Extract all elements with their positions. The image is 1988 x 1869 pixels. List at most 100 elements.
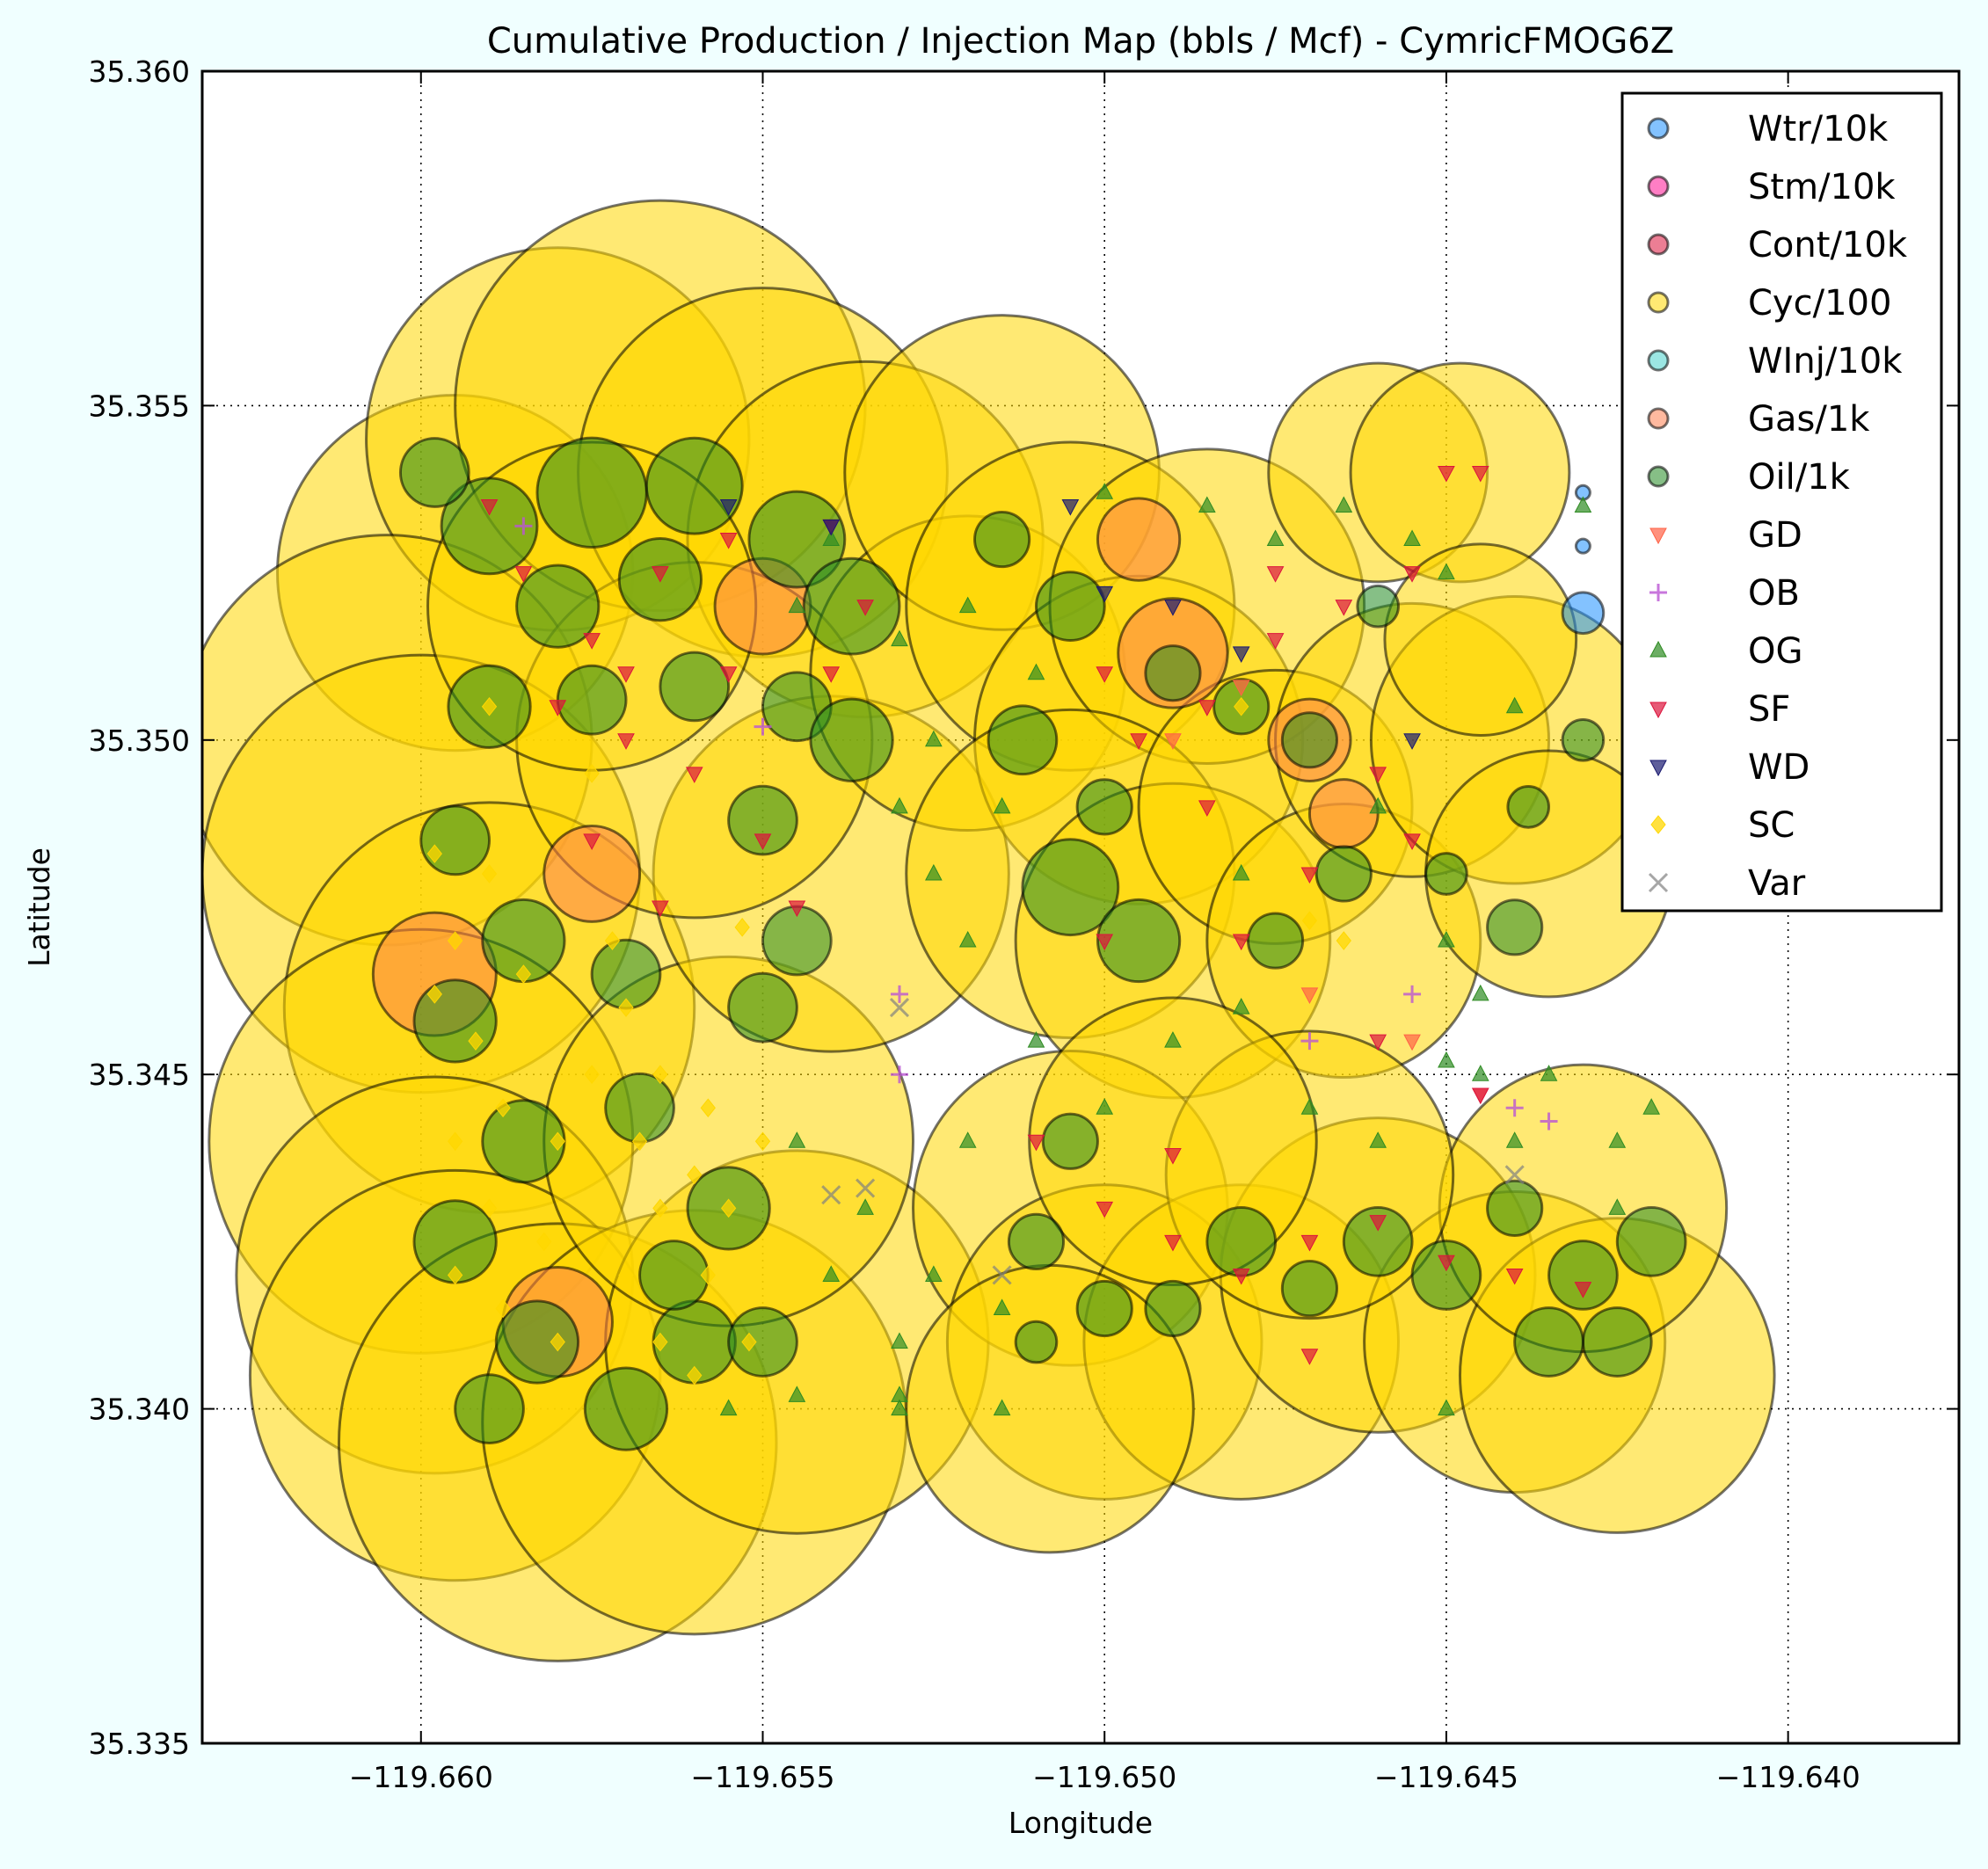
data-point — [890, 1065, 908, 1084]
data-point — [1438, 1051, 1455, 1068]
legend-item: Oil/1k — [1647, 457, 1851, 498]
data-point — [1505, 1099, 1524, 1117]
data-point — [1438, 1254, 1455, 1272]
data-point — [1335, 496, 1353, 513]
data-point — [891, 796, 908, 814]
data-point — [515, 964, 532, 984]
data-point — [1232, 680, 1250, 697]
legend-marker — [1647, 407, 1670, 430]
data-point — [925, 863, 943, 881]
data-point — [1403, 529, 1421, 547]
data-point — [700, 1265, 716, 1285]
data-point — [1096, 1098, 1114, 1115]
data-point — [1410, 1240, 1482, 1311]
data-point — [822, 666, 841, 683]
data-point — [1369, 796, 1387, 814]
y-tick-label: 35.360 — [89, 55, 190, 89]
legend-item: Var — [1648, 863, 1806, 904]
data-point — [584, 1065, 600, 1085]
legend-label: Cont/10k — [1748, 225, 1908, 265]
data-point — [822, 529, 841, 547]
legend-marker — [1649, 527, 1667, 545]
series-ob — [514, 517, 1558, 1131]
data-point — [1471, 465, 1489, 483]
data-point — [987, 704, 1059, 776]
data-point — [1266, 633, 1285, 650]
legend-label: OG — [1748, 631, 1802, 672]
data-point — [1471, 984, 1489, 1001]
data-point — [1403, 833, 1421, 850]
data-point — [514, 566, 533, 583]
legend-box — [1620, 91, 1943, 913]
data-point — [1232, 1268, 1250, 1285]
data-point — [1438, 563, 1455, 580]
data-point — [1144, 644, 1202, 702]
data-point — [1232, 934, 1250, 951]
data-point — [1266, 529, 1285, 547]
data-point — [652, 900, 669, 918]
series-wtr-10k — [1561, 484, 1606, 636]
data-point — [604, 1072, 675, 1144]
data-point — [1356, 584, 1401, 629]
data-point — [1505, 1131, 1524, 1148]
y-tick-label: 35.345 — [89, 1058, 190, 1092]
data-point — [536, 1232, 552, 1252]
data-point — [1198, 496, 1216, 513]
legend-label: SC — [1748, 805, 1795, 846]
data-point — [1232, 998, 1250, 1014]
data-point — [1506, 785, 1551, 829]
data-point — [719, 1399, 738, 1416]
data-point — [419, 804, 492, 876]
data-point — [535, 436, 648, 549]
legend-marker — [1647, 291, 1670, 314]
data-point — [1061, 499, 1080, 516]
legend-label: OB — [1748, 573, 1800, 614]
data-point — [992, 1265, 1012, 1285]
data-point — [1021, 838, 1120, 937]
data-point — [754, 1131, 771, 1152]
legend-marker — [1649, 702, 1667, 719]
legend-item: SF — [1649, 689, 1790, 730]
data-point — [1369, 1131, 1387, 1148]
data-point — [1486, 1179, 1544, 1237]
legend-label: WInj/10k — [1748, 341, 1903, 382]
data-point — [856, 1198, 874, 1215]
data-point — [480, 499, 499, 516]
y-tick-label: 35.335 — [89, 1727, 190, 1761]
x-tick-label: −119.645 — [1374, 1760, 1518, 1794]
data-point — [1300, 1098, 1319, 1115]
legend-marker — [1648, 872, 1669, 893]
data-point — [720, 1198, 737, 1218]
data-point — [856, 600, 874, 616]
legend-label: SF — [1748, 689, 1790, 730]
data-point — [514, 517, 533, 535]
data-point — [1342, 1206, 1414, 1277]
data-point — [659, 651, 731, 723]
data-point — [426, 844, 442, 863]
data-point — [1096, 585, 1114, 603]
data-point — [1547, 1240, 1619, 1311]
y-tick-label: 35.355 — [89, 389, 190, 423]
data-point — [550, 1131, 565, 1152]
data-point — [1314, 845, 1373, 903]
data-point — [993, 1399, 1011, 1416]
data-point — [1642, 1098, 1660, 1115]
data-point — [1471, 1087, 1489, 1105]
data-point — [1574, 537, 1591, 555]
legend-marker — [1647, 117, 1670, 140]
data-point — [1164, 600, 1182, 616]
data-point — [1096, 898, 1182, 984]
data-point — [1540, 1065, 1558, 1081]
series-sc — [426, 696, 1351, 1385]
series-var — [821, 998, 1525, 1285]
legend-marker — [1647, 465, 1670, 488]
data-point — [468, 1031, 484, 1051]
data-point — [1307, 778, 1380, 849]
data-point — [1438, 1399, 1455, 1416]
data-point — [958, 596, 977, 614]
data-point — [1438, 930, 1455, 948]
legend-label: Stm/10k — [1748, 167, 1896, 207]
data-point — [638, 1240, 710, 1311]
